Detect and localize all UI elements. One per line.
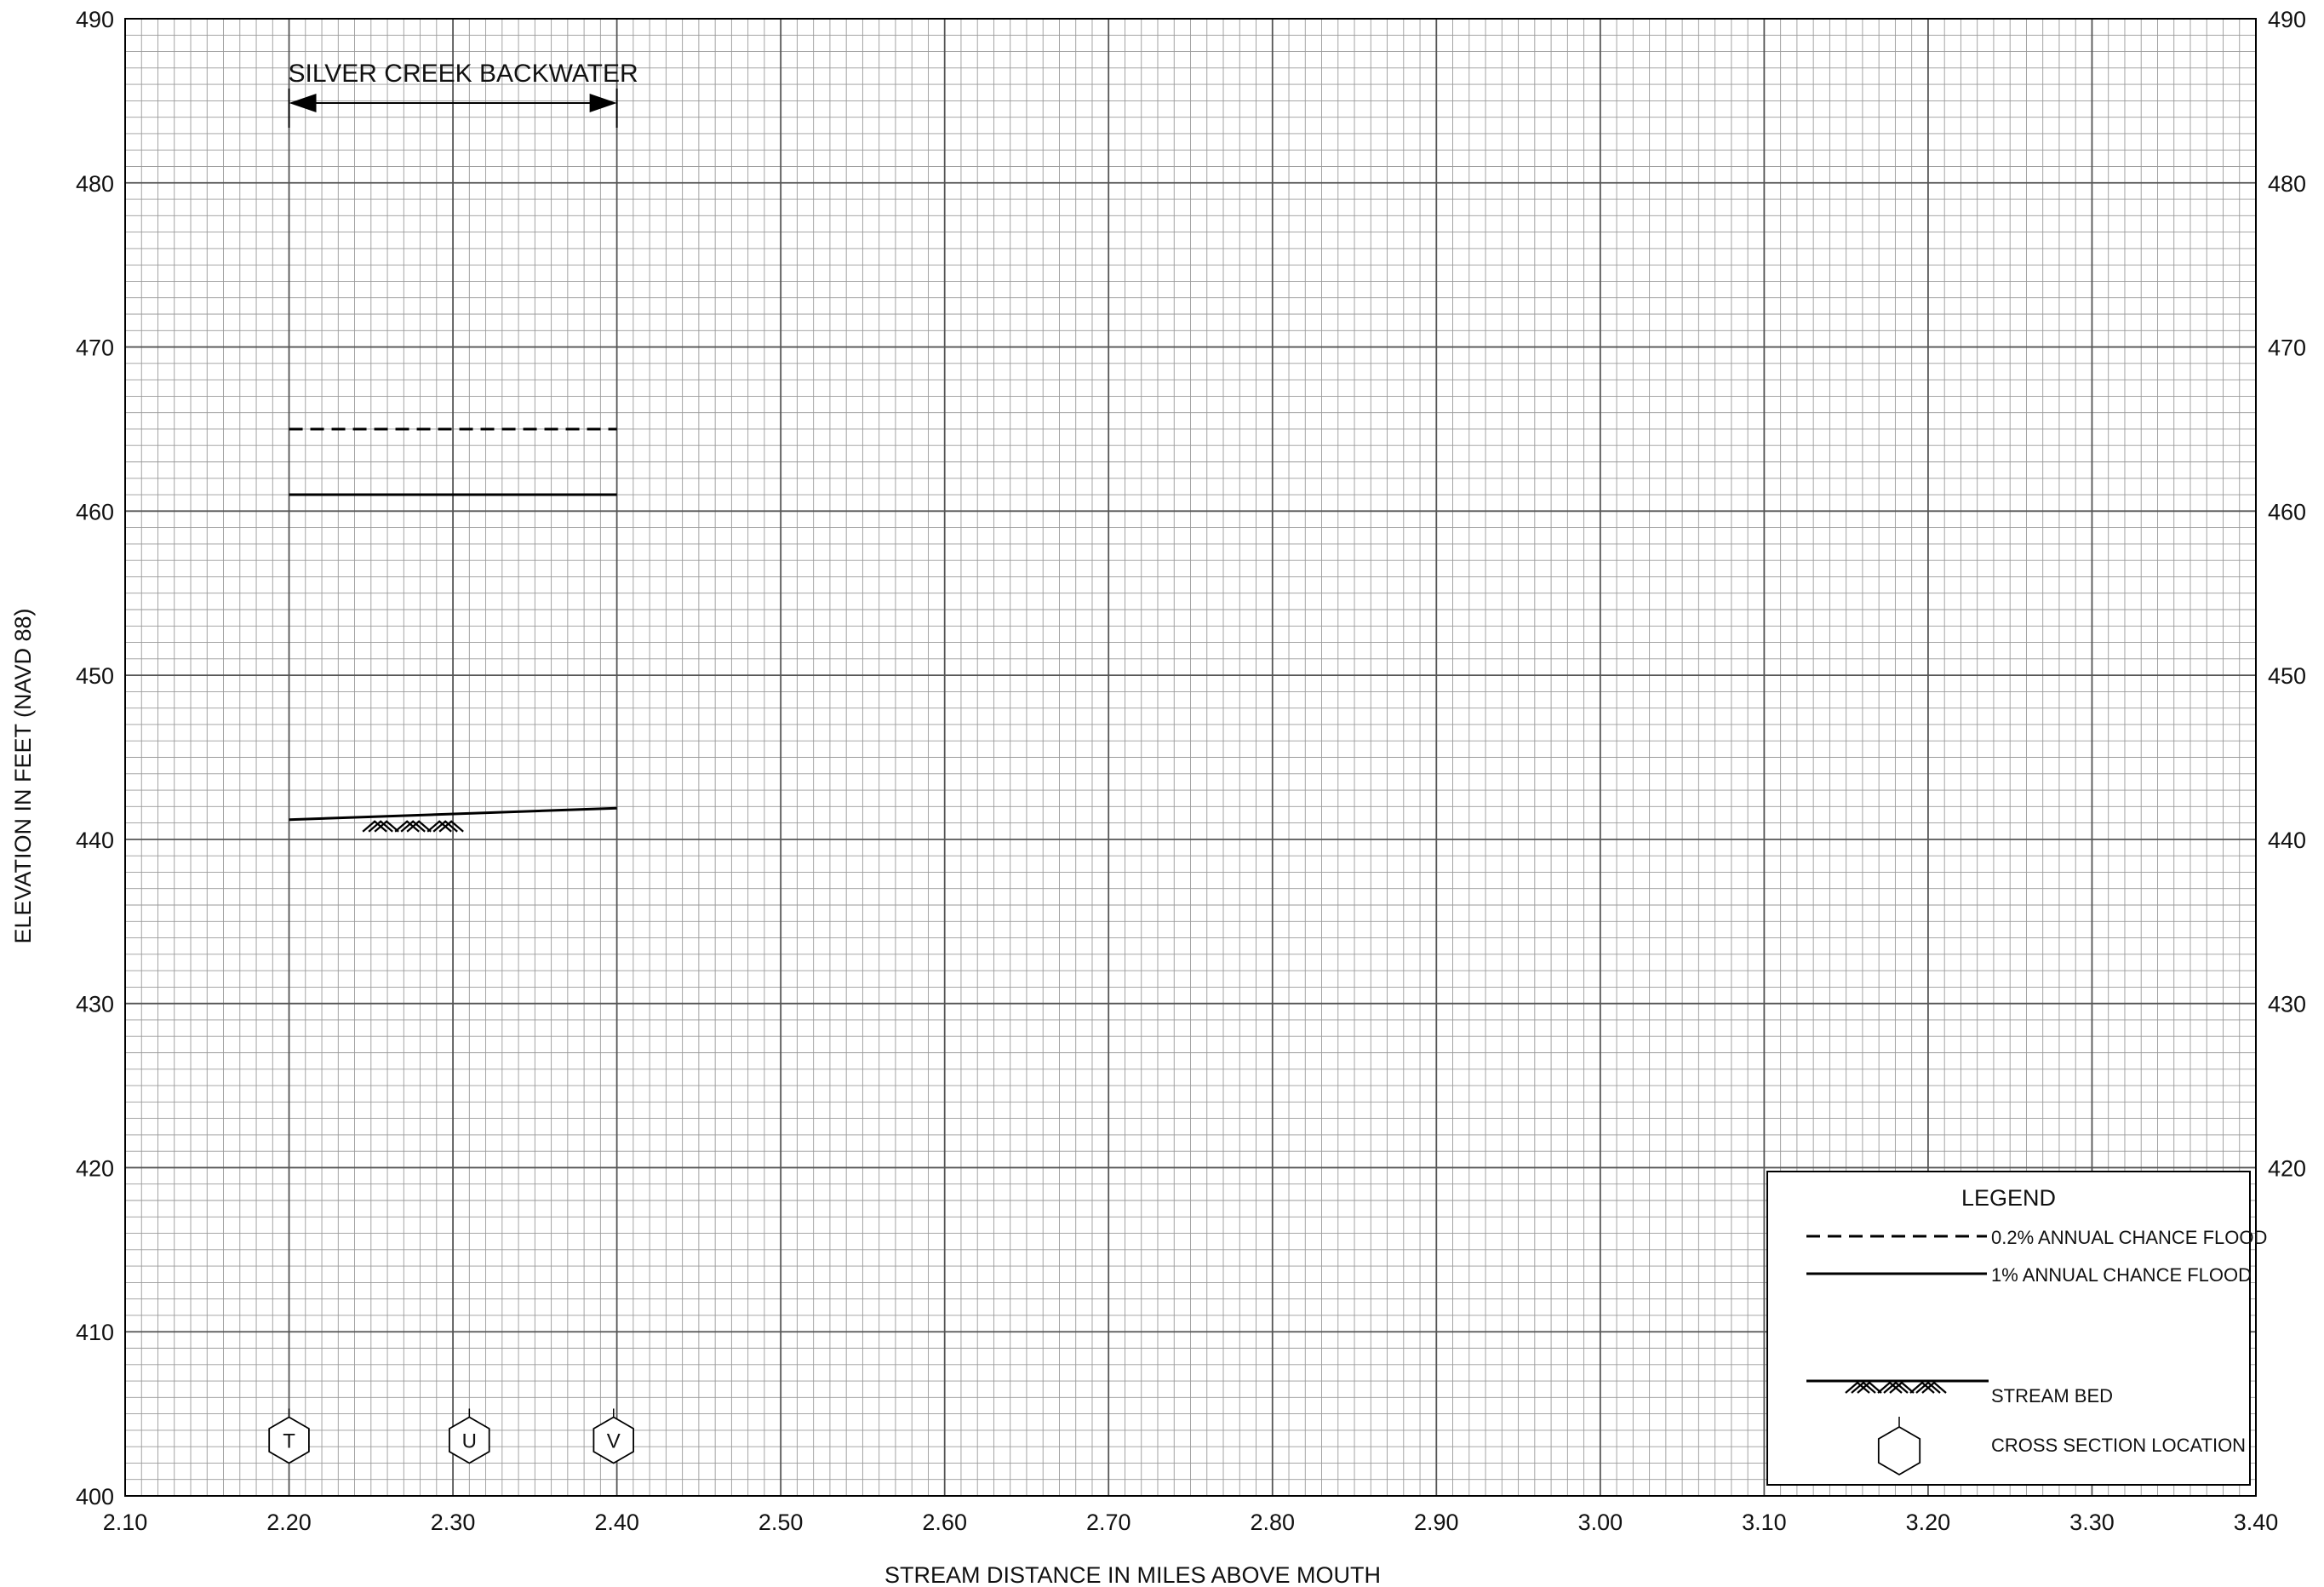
legend-bed-hatch	[1857, 1381, 1882, 1394]
y-tick-label-right: 420	[2268, 1155, 2306, 1181]
legend-bed-hatch	[1877, 1381, 1903, 1394]
x-tick-label: 2.10	[103, 1510, 148, 1535]
y-tick-label-left: 460	[76, 499, 114, 524]
legend-box	[1766, 1171, 2251, 1486]
y-axis-label: ELEVATION IN FEET (NAVD 88)	[10, 608, 36, 943]
y-tick-label-right: 430	[2268, 992, 2306, 1017]
y-tick-label-left: 410	[76, 1320, 114, 1345]
x-tick-label: 2.40	[594, 1510, 639, 1535]
stream-bed-hatch	[368, 820, 393, 833]
cross-section-label: V	[607, 1429, 621, 1452]
cross-section-location-icon	[1877, 1425, 1921, 1476]
series-layer	[289, 427, 617, 833]
x-tick-label: 3.40	[2234, 1510, 2279, 1535]
cross-section-hexagon-icon	[268, 1416, 310, 1464]
legend-bed-hatch	[1883, 1381, 1909, 1394]
cross-section-hexagon-icon	[592, 1416, 634, 1464]
y-tick-label-left: 470	[76, 335, 114, 361]
y-tick-label-left: 480	[76, 171, 114, 197]
legend-items: 0.2% ANNUAL CHANCE FLOOD 1% ANNUAL CHANCE…	[1806, 1227, 2267, 1476]
y-tick-label-right: 460	[2268, 499, 2306, 524]
y-tick-label-left: 420	[76, 1155, 114, 1181]
x-tick-label: 3.10	[1742, 1510, 1787, 1535]
legend-bed-hatch	[1909, 1381, 1935, 1394]
y-tick-label-left: 400	[76, 1484, 114, 1510]
legend-bed-hatch	[1921, 1381, 1947, 1394]
legend-bed-hatch	[1845, 1381, 1870, 1394]
stream-bed-hatch	[438, 820, 464, 833]
series-stream-bed	[289, 806, 617, 822]
x-axis-label: STREAM DISTANCE IN MILES ABOVE MOUTH	[884, 1562, 1381, 1587]
stream-bed-hatch	[374, 820, 399, 833]
stream-bed-hatch	[426, 820, 452, 833]
major-grid	[124, 18, 2257, 1497]
x-tick-label: 2.90	[1414, 1510, 1459, 1535]
x-tick-label: 2.70	[1086, 1510, 1131, 1535]
y-tick-label-left: 430	[76, 992, 114, 1017]
x-tick-label: 2.50	[758, 1510, 804, 1535]
y-tick-label-right: 440	[2268, 828, 2306, 853]
legend-bed-hatch	[1889, 1381, 1915, 1394]
arrow-left-icon	[289, 94, 317, 112]
y-tick-labels-right: 420 430 440 450 460 470 480 490	[2268, 7, 2306, 1181]
y-tick-label-right: 470	[2268, 335, 2306, 361]
x-tick-label: 2.60	[922, 1510, 967, 1535]
annotation-layer: SILVER CREEK BACKWATER	[288, 60, 638, 128]
y-tick-label-right: 480	[2268, 171, 2306, 197]
plot-frame	[124, 18, 2257, 1497]
x-tick-label: 2.30	[431, 1510, 476, 1535]
legend-label: CROSS SECTION LOCATION	[1991, 1435, 2246, 1456]
cross-section-layer: T U V	[268, 1408, 634, 1464]
x-tick-label: 2.80	[1250, 1510, 1295, 1535]
legend-title: LEGEND	[1961, 1185, 2056, 1211]
legend-bed-hatch	[1915, 1381, 1941, 1394]
cross-section-label: U	[462, 1429, 477, 1452]
cross-section-label: T	[283, 1429, 295, 1452]
y-tick-label-right: 450	[2268, 663, 2306, 689]
backwater-label: SILVER CREEK BACKWATER	[288, 60, 638, 88]
x-tick-label: 2.20	[266, 1510, 312, 1535]
y-tick-labels-left: 400 410 420 430 440 450 460 470 480 490	[76, 7, 114, 1510]
cross-section-hexagon-icon	[449, 1416, 490, 1464]
legend-bed-hatch	[1851, 1381, 1876, 1394]
legend: LEGEND 0.2% ANNUAL CHANCE FLOOD 1% ANNUAL…	[1766, 1171, 2267, 1486]
x-tick-labels: 2.10 2.20 2.30 2.40 2.50 2.60 2.70 2.80 2.90 3.00…	[103, 1510, 2279, 1535]
x-tick-label: 3.20	[1906, 1510, 1951, 1535]
y-tick-label-right: 490	[2268, 7, 2306, 32]
y-tick-label-left: 450	[76, 663, 114, 689]
arrow-right-icon	[589, 94, 617, 112]
stream-bed-hatch	[362, 820, 387, 833]
stream-bed-hatch	[400, 820, 426, 833]
legend-label: STREAM BED	[1991, 1385, 2113, 1407]
x-tick-label: 3.00	[1578, 1510, 1623, 1535]
legend-label: 0.2% ANNUAL CHANCE FLOOD	[1991, 1227, 2267, 1248]
legend-label: 1% ANNUAL CHANCE FLOOD	[1991, 1264, 2252, 1286]
y-tick-label-left: 490	[76, 7, 114, 32]
x-tick-label: 3.30	[2069, 1510, 2115, 1535]
stream-bed-hatch	[432, 820, 458, 833]
stream-bed-hatch	[406, 820, 432, 833]
stream-bed-hatch	[394, 820, 420, 833]
y-tick-label-left: 440	[76, 828, 114, 853]
